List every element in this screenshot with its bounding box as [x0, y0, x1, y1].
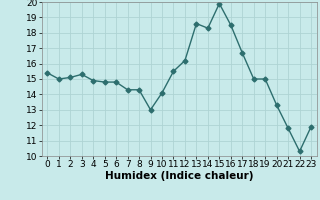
X-axis label: Humidex (Indice chaleur): Humidex (Indice chaleur) — [105, 171, 253, 181]
